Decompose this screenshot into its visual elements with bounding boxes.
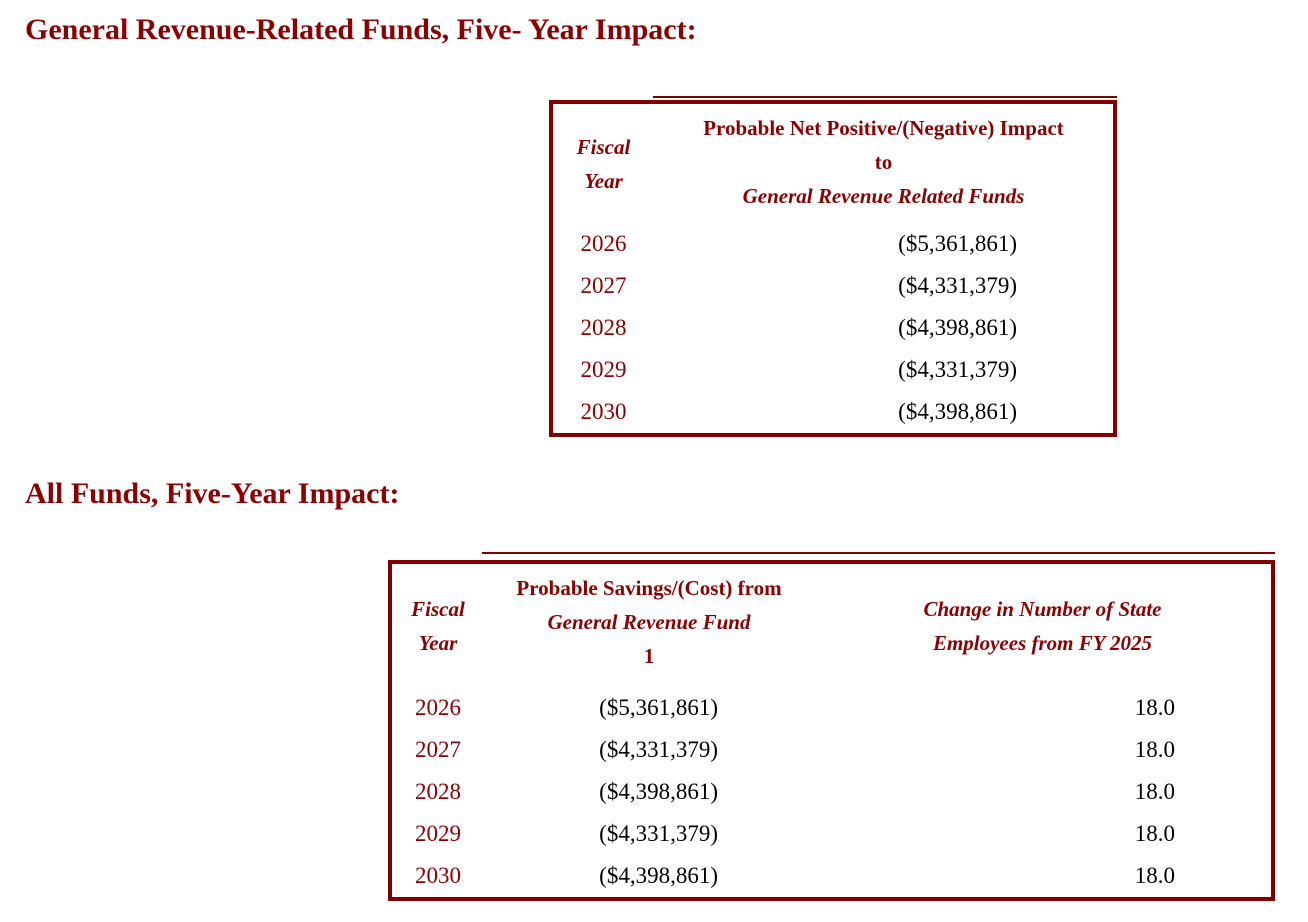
table-row: 2030 ($4,398,861): [551, 391, 1115, 435]
employees-value-cell: 18.0: [1134, 737, 1175, 762]
table-row: 2028 ($4,398,861) 18.0: [390, 771, 1273, 813]
fiscal-year-header-line2: Year: [584, 168, 623, 193]
cost-value-cell: ($4,398,861): [599, 863, 718, 888]
cost-value-cell: ($4,331,379): [599, 737, 718, 762]
general-revenue-funds-heading: General Revenue-Related Funds, Five- Yea…: [25, 13, 697, 46]
savings-header-line2: General Revenue Fund: [547, 610, 751, 634]
table-row: 2026 ($5,361,861) 18.0: [390, 687, 1273, 729]
impact-header-line1: Probable Net Positive/(Negative) Impact: [703, 116, 1064, 140]
fiscal-year-header-line1: Fiscal: [576, 134, 631, 159]
impact-header-line3: General Revenue Related Funds: [742, 184, 1025, 208]
employees-value-cell: 18.0: [1134, 821, 1175, 846]
table-row: 2029 ($4,331,379) 18.0: [390, 813, 1273, 855]
fiscal-year-column-header: Fiscal Year: [551, 102, 654, 223]
general-revenue-impact-table: Fiscal Year Probable Net Positive/(Negat…: [549, 100, 1117, 437]
table2-header-row: Fiscal Year Probable Savings/(Cost) from…: [390, 562, 1273, 687]
fiscal-year-cell: 2028: [415, 779, 461, 804]
employee-change-column-header: Change in Number of State Employees from…: [814, 562, 1273, 687]
cost-value-cell: ($4,331,379): [599, 821, 718, 846]
table-row: 2027 ($4,331,379) 18.0: [390, 729, 1273, 771]
table2-top-rule: [482, 552, 1275, 554]
impact-header-line2: to: [874, 150, 893, 174]
table-row: 2028 ($4,398,861): [551, 307, 1115, 349]
fiscal-year-cell: 2026: [415, 695, 461, 720]
all-funds-heading: All Funds, Five-Year Impact:: [25, 477, 400, 510]
fiscal-year-cell: 2029: [415, 821, 461, 846]
employees-value-cell: 18.0: [1134, 779, 1175, 804]
impact-value-cell: ($4,398,861): [898, 315, 1017, 340]
impact-value-cell: ($5,361,861): [898, 231, 1017, 256]
fiscal-year-cell: 2030: [580, 399, 627, 424]
fiscal-year-cell: 2029: [580, 357, 627, 382]
table-row: 2027 ($4,331,379): [551, 265, 1115, 307]
employees-header-line1: Change in Number of State: [923, 596, 1162, 621]
probable-savings-column-header: Probable Savings/(Cost) from General Rev…: [484, 562, 814, 687]
fiscal-year-cell: 2030: [415, 863, 461, 888]
savings-header-line1: Probable Savings/(Cost) from: [516, 576, 782, 600]
all-funds-impact-table: Fiscal Year Probable Savings/(Cost) from…: [388, 560, 1275, 901]
table1-header-row: Fiscal Year Probable Net Positive/(Negat…: [551, 102, 1115, 223]
cost-value-cell: ($5,361,861): [599, 695, 718, 720]
fiscal-year-header-line2: Year: [418, 630, 458, 655]
impact-value-cell: ($4,398,861): [898, 399, 1017, 424]
fiscal-year-cell: 2028: [580, 315, 627, 340]
fiscal-year-cell: 2026: [580, 231, 627, 256]
fiscal-year-cell: 2027: [580, 273, 627, 298]
savings-header-line3: 1: [643, 644, 655, 668]
employees-value-cell: 18.0: [1134, 863, 1175, 888]
impact-value-cell: ($4,331,379): [898, 357, 1017, 382]
fiscal-year-cell: 2027: [415, 737, 461, 762]
table-row: 2030 ($4,398,861) 18.0: [390, 855, 1273, 899]
employees-value-cell: 18.0: [1134, 695, 1175, 720]
table-row: 2026 ($5,361,861): [551, 223, 1115, 265]
fiscal-year-header-line1: Fiscal: [411, 596, 465, 621]
impact-value-cell: ($4,331,379): [898, 273, 1017, 298]
probable-impact-column-header: Probable Net Positive/(Negative) Impact …: [654, 102, 1115, 223]
fiscal-year-column-header: Fiscal Year: [390, 562, 484, 687]
cost-value-cell: ($4,398,861): [599, 779, 718, 804]
employees-header-line2: Employees from FY 2025: [932, 630, 1153, 655]
table-row: 2029 ($4,331,379): [551, 349, 1115, 391]
table1-top-rule: [653, 96, 1117, 98]
